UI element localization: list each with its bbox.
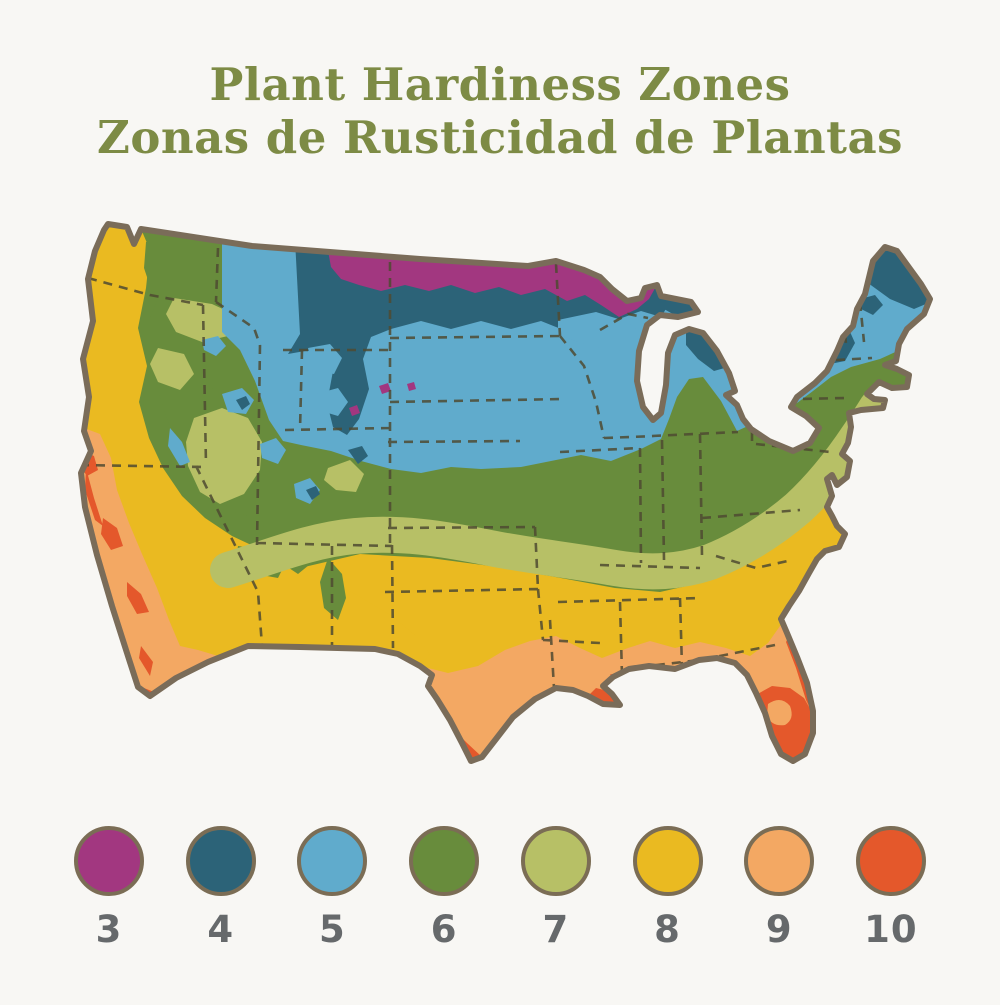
zone-7-main-band [210, 389, 895, 590]
zone-5-label: 5 [319, 908, 346, 951]
zone-10-swatch [855, 826, 926, 896]
zone-8-label: 8 [654, 908, 681, 951]
zone-7-swatch [520, 826, 591, 896]
zone-3-swatch [74, 826, 144, 896]
title-line-english: Plant Hardiness Zones [209, 58, 791, 111]
zone-3-label: 3 [95, 908, 123, 951]
page-title: Plant Hardiness Zones Zonas de Rusticida… [0, 58, 1000, 164]
zone-10-label: 10 [864, 908, 918, 951]
zone-9-label: 9 [765, 908, 793, 951]
zone-8-swatch [632, 826, 703, 896]
zone-3-regions [326, 240, 672, 416]
zone-6-swatch [409, 826, 480, 896]
zone-legend: 3 4 5 6 7 8 9 10 [72, 826, 928, 951]
zone-4-swatch [185, 826, 256, 896]
zone-7-west-patches [150, 298, 364, 504]
zone-7-label: 7 [542, 908, 570, 951]
zone-5-accent-patches [168, 312, 646, 504]
zone-8-west-region [81, 226, 430, 696]
legend-item-zone-5: 5 [295, 826, 369, 951]
legend-item-zone-10: 10 [854, 826, 928, 951]
title-line-spanish: Zonas de Rusticidad de Plantas [97, 111, 903, 165]
legend-item-zone-8: 8 [631, 826, 705, 951]
legend-item-zone-9: 9 [742, 826, 816, 951]
zone-9-florida-inner-patch [767, 699, 792, 726]
zone-4-label: 4 [207, 908, 235, 951]
zone-9-swatch [744, 826, 815, 896]
zone-6-label: 6 [430, 908, 458, 951]
legend-item-zone-6: 6 [407, 826, 481, 951]
legend-item-zone-4: 4 [184, 826, 258, 951]
zone-9-california-coast-region [81, 428, 248, 696]
zone-5-swatch [297, 826, 368, 896]
legend-item-zone-7: 7 [519, 826, 593, 951]
zone-4-regions [288, 240, 930, 435]
legend-item-zone-3: 3 [72, 826, 146, 951]
